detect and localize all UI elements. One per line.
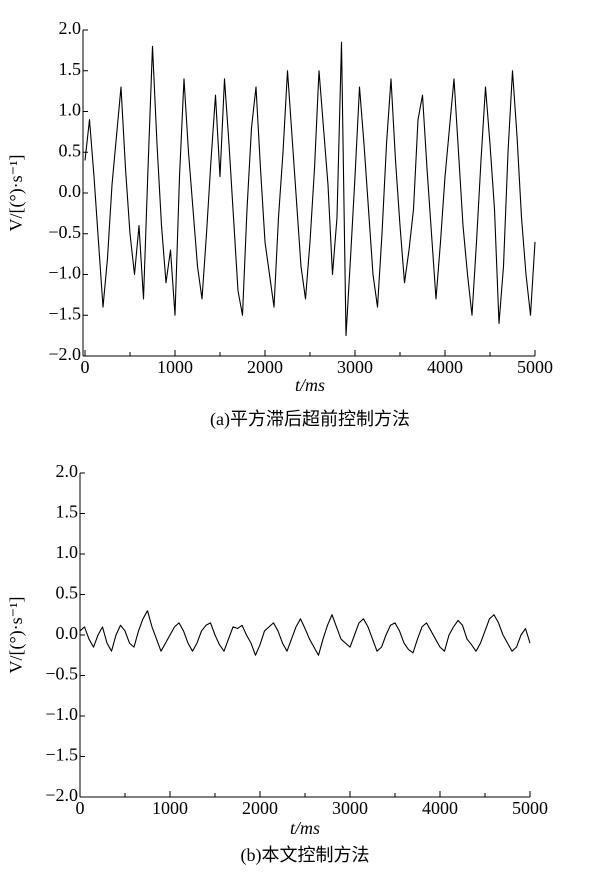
y-tick-label: −0.5 bbox=[45, 664, 78, 684]
y-tick-label: 0.0 bbox=[56, 623, 79, 643]
x-tick-label: 1000 bbox=[152, 798, 188, 818]
x-tick-label: 0 bbox=[81, 357, 90, 377]
y-axis-label: V/[(°)·s⁻¹] bbox=[6, 154, 27, 231]
y-axis-label: V/[(°)·s⁻¹] bbox=[6, 596, 27, 673]
y-tick-label: −1.5 bbox=[45, 745, 78, 765]
x-tick-label: 2000 bbox=[247, 357, 283, 377]
y-tick-label: 2.0 bbox=[56, 461, 79, 481]
y-tick-label: 1.0 bbox=[59, 100, 82, 120]
y-tick-label: 1.5 bbox=[56, 502, 79, 522]
x-tick-label: 0 bbox=[76, 798, 85, 818]
x-tick-label: 5000 bbox=[517, 357, 553, 377]
y-tick-label: −1.0 bbox=[48, 263, 81, 283]
x-tick-label: 3000 bbox=[337, 357, 373, 377]
y-tick-label: −2.0 bbox=[48, 344, 81, 364]
x-tick-label: 1000 bbox=[157, 357, 193, 377]
y-tick-label: 1.0 bbox=[56, 542, 79, 562]
x-tick-label: 3000 bbox=[332, 798, 368, 818]
y-tick-label: 2.0 bbox=[59, 18, 82, 38]
x-axis-label: t/ms bbox=[295, 375, 325, 395]
y-tick-label: −0.5 bbox=[48, 222, 81, 242]
data-line bbox=[84, 41, 536, 337]
y-tick-label: 1.5 bbox=[59, 59, 82, 79]
y-tick-label: 0.5 bbox=[56, 583, 79, 603]
caption: (a)平方滞后超前控制方法 bbox=[210, 409, 410, 430]
y-tick-label: 0.0 bbox=[59, 181, 82, 201]
data-line bbox=[79, 610, 531, 656]
caption: (b)本文控制方法 bbox=[241, 845, 370, 866]
y-tick-label: −1.0 bbox=[45, 704, 78, 724]
y-tick-label: 0.5 bbox=[59, 140, 82, 160]
x-tick-label: 4000 bbox=[422, 798, 458, 818]
x-tick-label: 5000 bbox=[512, 798, 548, 818]
y-tick-label: −1.5 bbox=[48, 303, 81, 323]
x-axis-label: t/ms bbox=[290, 818, 320, 838]
x-tick-label: 4000 bbox=[427, 357, 463, 377]
y-tick-label: −2.0 bbox=[45, 785, 78, 805]
x-tick-label: 2000 bbox=[242, 798, 278, 818]
